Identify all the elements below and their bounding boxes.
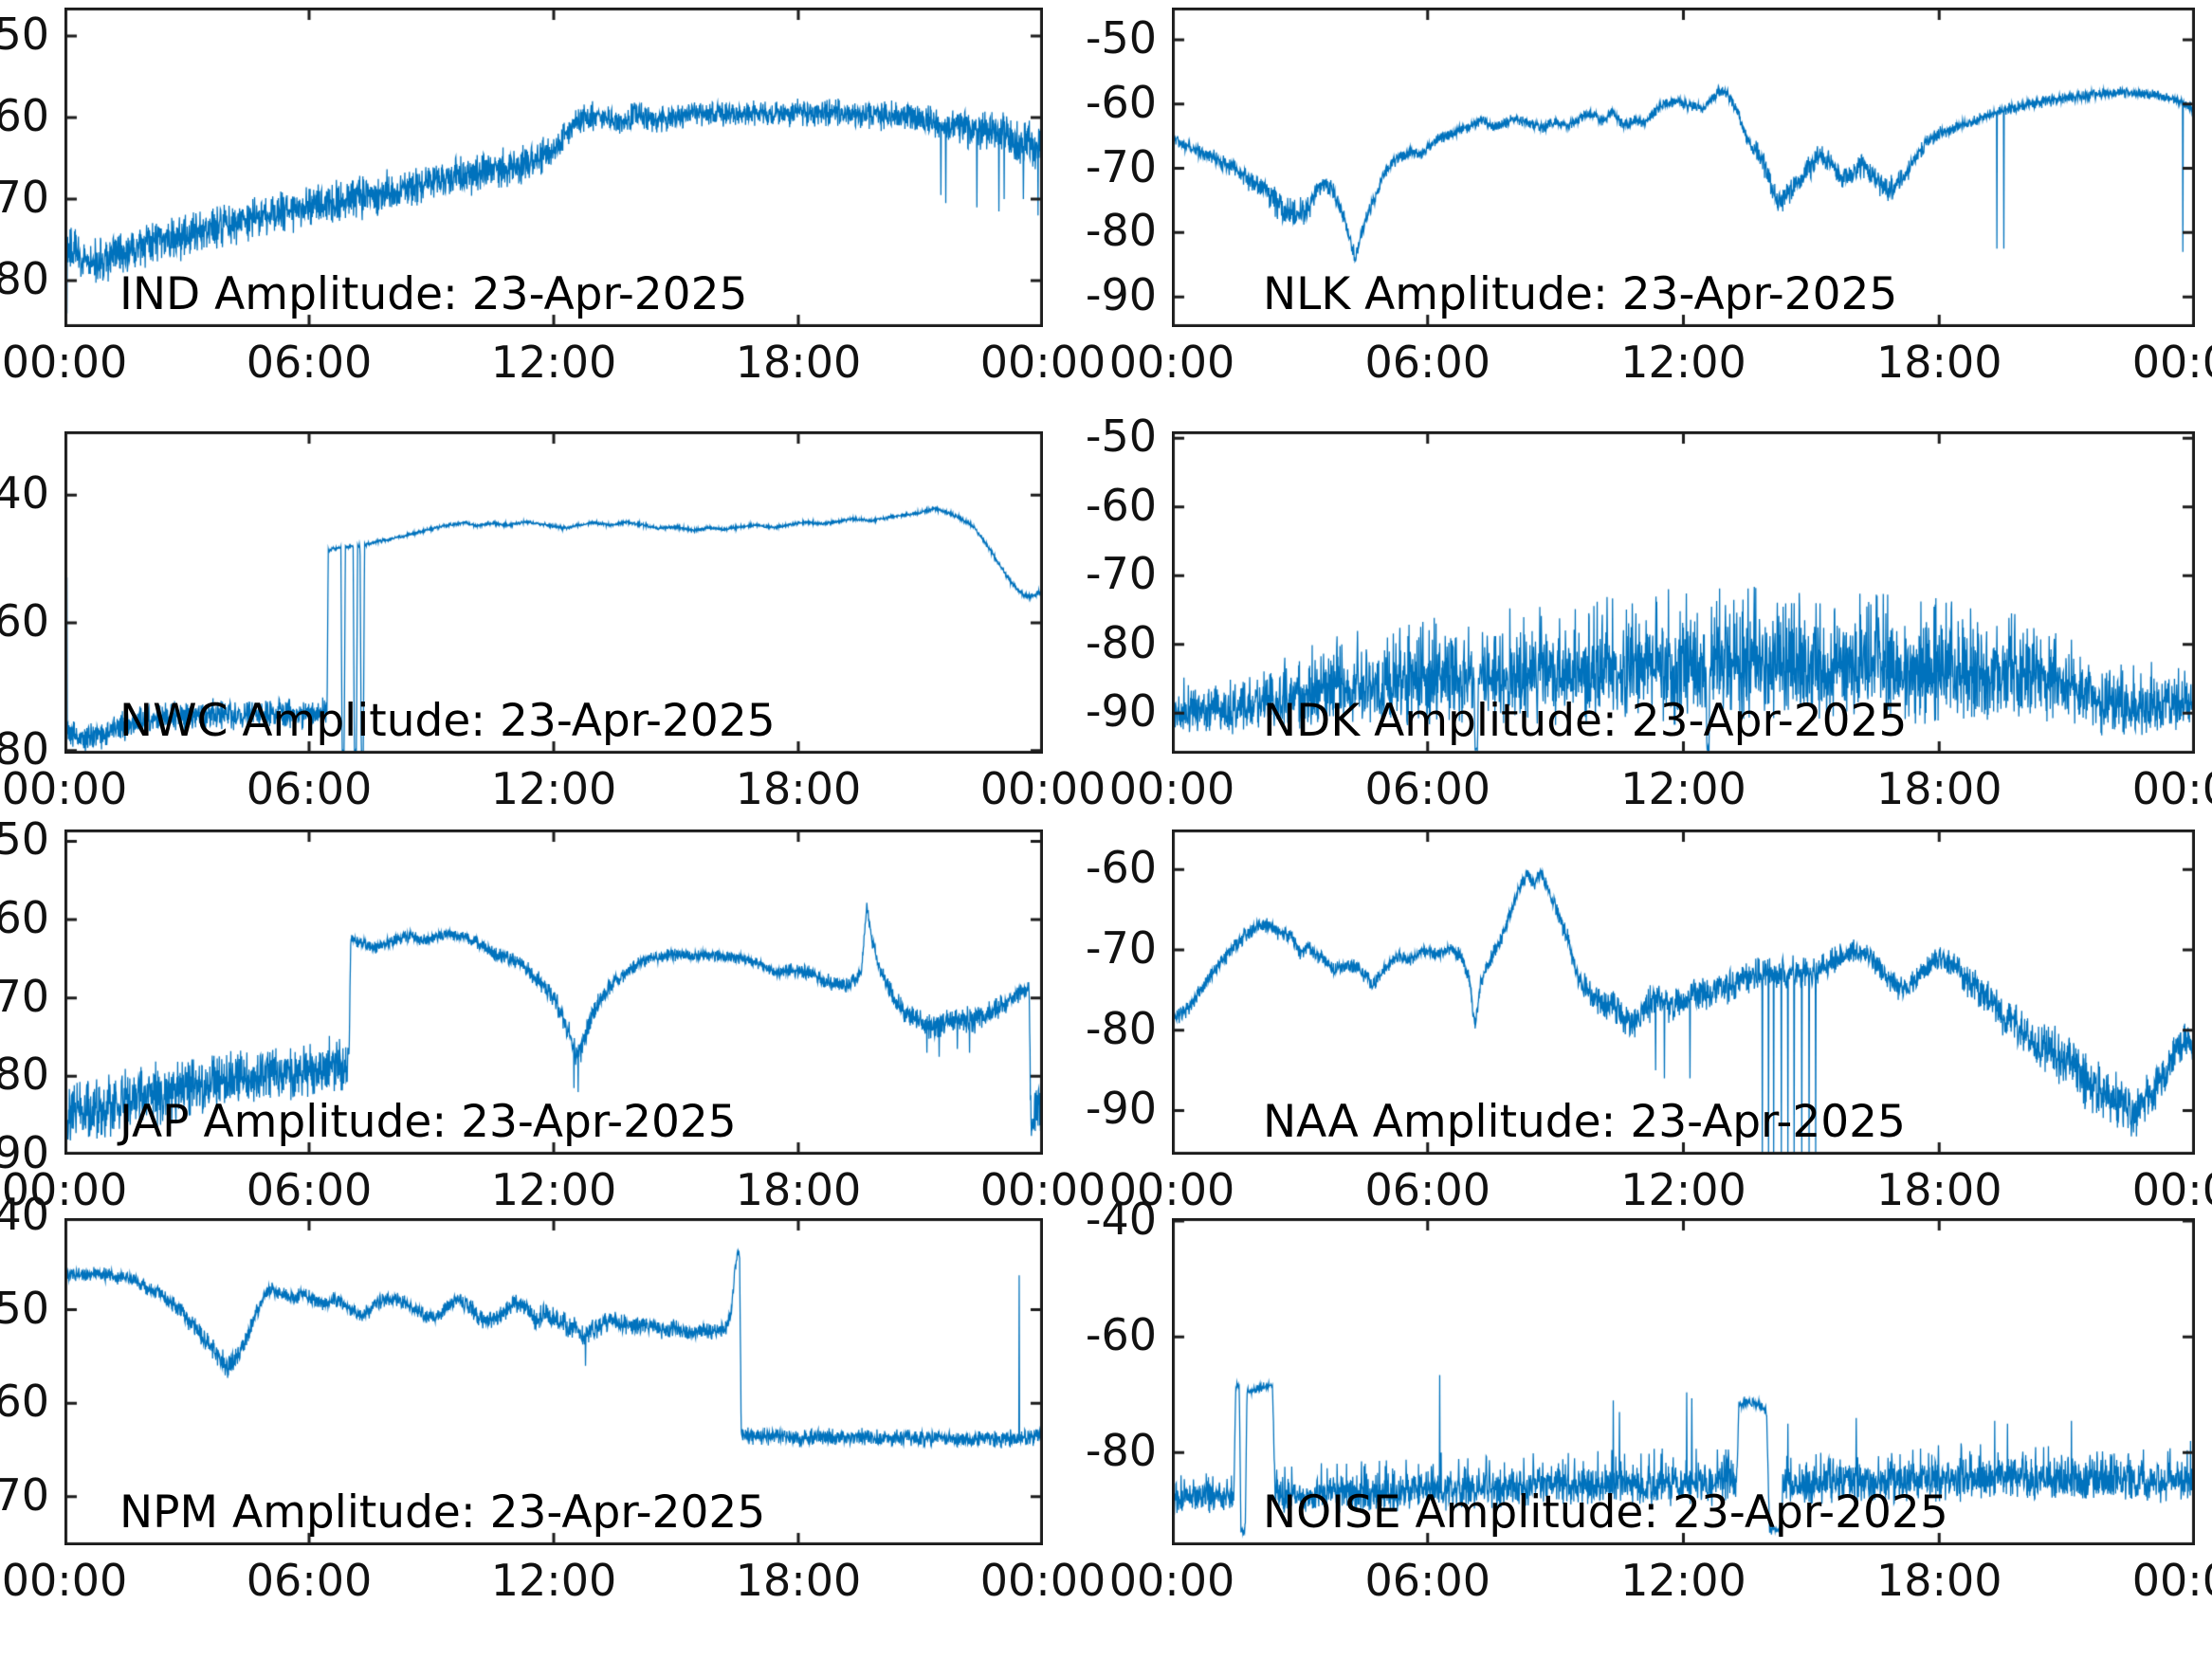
plot-area-ind: [64, 8, 1043, 327]
y-tick-label-jap-1: 60: [0, 891, 49, 943]
y-tick-label-npm-0: 40: [0, 1188, 49, 1240]
plot-area-jap: [64, 830, 1043, 1155]
x-tick-label-jap-1: 06:00: [246, 1164, 373, 1215]
x-tick-label-nlk-2: 12:00: [1620, 337, 1746, 388]
y-tick-label-ndk-3: -80: [1085, 616, 1157, 668]
x-tick-label-ind-0: 00:00: [1, 337, 128, 388]
plot-area-nwc: [64, 431, 1043, 754]
y-tick-label-nlk-2: -70: [1085, 140, 1157, 192]
x-tick-label-ind-2: 12:00: [490, 337, 617, 388]
y-tick-label-nlk-4: -90: [1085, 268, 1157, 320]
plot-title-npm: NPM Amplitude: 23-Apr-2025: [119, 1486, 766, 1539]
y-tick-label-npm-2: 60: [0, 1375, 49, 1427]
x-tick-label-noise-1: 06:00: [1364, 1555, 1491, 1606]
x-tick-label-nwc-1: 06:00: [246, 763, 373, 814]
x-tick-label-nlk-3: 18:00: [1875, 337, 2002, 388]
x-tick-label-naa-3: 18:00: [1875, 1164, 2002, 1215]
x-tick-label-ind-1: 06:00: [246, 337, 373, 388]
x-tick-label-nwc-3: 18:00: [735, 763, 862, 814]
y-tick-label-jap-4: 90: [0, 1126, 49, 1178]
x-tick-label-noise-3: 18:00: [1875, 1555, 2002, 1606]
x-tick-label-naa-0: 00:00: [1108, 1164, 1235, 1215]
plot-title-nlk: NLK Amplitude: 23-Apr-2025: [1263, 268, 1898, 320]
y-tick-label-nwc-2: 80: [0, 722, 49, 775]
plot-area-nlk: [1172, 8, 2195, 327]
x-tick-label-ndk-1: 06:00: [1364, 763, 1491, 814]
x-tick-label-ndk-4: 00:00: [2131, 763, 2212, 814]
y-tick-label-ndk-4: -90: [1085, 685, 1157, 738]
x-tick-label-nlk-1: 06:00: [1364, 337, 1491, 388]
y-tick-label-ind-3: 80: [0, 252, 49, 304]
x-tick-label-npm-0: 00:00: [1, 1555, 128, 1606]
y-tick-label-ndk-1: -60: [1085, 479, 1157, 531]
x-tick-label-nwc-0: 00:00: [1, 763, 128, 814]
y-tick-label-ndk-0: -50: [1085, 410, 1157, 463]
y-tick-label-nlk-1: -60: [1085, 76, 1157, 128]
y-tick-label-jap-2: 70: [0, 970, 49, 1022]
x-tick-label-npm-1: 06:00: [246, 1555, 373, 1606]
y-tick-label-naa-3: -90: [1085, 1083, 1157, 1135]
x-tick-label-jap-3: 18:00: [735, 1164, 862, 1215]
x-tick-label-jap-0: 00:00: [1, 1164, 128, 1215]
y-tick-label-naa-1: -70: [1085, 921, 1157, 974]
x-tick-label-jap-4: 00:00: [979, 1164, 1106, 1215]
plot-title-jap: JAP Amplitude: 23-Apr-2025: [119, 1096, 737, 1148]
x-tick-label-nlk-0: 00:00: [1108, 337, 1235, 388]
y-tick-label-ind-0: 50: [0, 8, 49, 60]
plot-area-naa: [1172, 830, 2195, 1155]
x-tick-label-npm-2: 12:00: [490, 1555, 617, 1606]
plot-area-ndk: [1172, 431, 2195, 754]
plot-title-nwc: NWC Amplitude: 23-Apr-2025: [119, 695, 776, 747]
y-tick-label-ndk-2: -70: [1085, 548, 1157, 600]
x-tick-label-ndk-2: 12:00: [1620, 763, 1746, 814]
y-tick-label-ind-1: 60: [0, 89, 49, 141]
y-tick-label-noise-2: -80: [1085, 1425, 1157, 1477]
y-tick-label-jap-0: 50: [0, 813, 49, 866]
x-tick-label-jap-2: 12:00: [490, 1164, 617, 1215]
plot-title-ndk: NDK Amplitude: 23-Apr-2025: [1263, 695, 1908, 747]
x-tick-label-naa-1: 06:00: [1364, 1164, 1491, 1215]
plot-title-noise: NOISE Amplitude: 23-Apr-2025: [1263, 1486, 1948, 1539]
x-tick-label-npm-3: 18:00: [735, 1555, 862, 1606]
y-tick-label-noise-0: -40: [1085, 1193, 1157, 1245]
plot-area-npm: [64, 1218, 1043, 1545]
y-tick-label-nlk-0: -50: [1085, 11, 1157, 64]
plot-area-noise: [1172, 1218, 2195, 1545]
x-tick-label-nwc-2: 12:00: [490, 763, 617, 814]
x-tick-label-ndk-0: 00:00: [1108, 763, 1235, 814]
x-tick-label-ind-3: 18:00: [735, 337, 862, 388]
plot-title-ind: IND Amplitude: 23-Apr-2025: [119, 268, 748, 320]
y-tick-label-nwc-1: 60: [0, 594, 49, 647]
y-tick-label-naa-2: -80: [1085, 1002, 1157, 1054]
x-tick-label-naa-2: 12:00: [1620, 1164, 1746, 1215]
y-tick-label-npm-1: 50: [0, 1282, 49, 1334]
x-tick-label-ind-4: 00:00: [979, 337, 1106, 388]
y-tick-label-naa-0: -60: [1085, 842, 1157, 894]
x-tick-label-noise-0: 00:00: [1108, 1555, 1235, 1606]
y-tick-label-npm-3: 70: [0, 1468, 49, 1521]
y-tick-label-jap-3: 80: [0, 1048, 49, 1101]
y-tick-label-nlk-3: -80: [1085, 205, 1157, 257]
y-tick-label-nwc-0: 40: [0, 467, 49, 520]
plot-title-naa: NAA Amplitude: 23-Apr-2025: [1263, 1096, 1906, 1148]
x-tick-label-nwc-4: 00:00: [979, 763, 1106, 814]
x-tick-label-npm-4: 00:00: [979, 1555, 1106, 1606]
y-tick-label-noise-1: -60: [1085, 1309, 1157, 1361]
x-tick-label-naa-4: 00:00: [2131, 1164, 2212, 1215]
x-tick-label-noise-2: 12:00: [1620, 1555, 1746, 1606]
x-tick-label-ndk-3: 18:00: [1875, 763, 2002, 814]
y-tick-label-ind-2: 70: [0, 171, 49, 223]
x-tick-label-noise-4: 00:00: [2131, 1555, 2212, 1606]
x-tick-label-nlk-4: 00:00: [2131, 337, 2212, 388]
